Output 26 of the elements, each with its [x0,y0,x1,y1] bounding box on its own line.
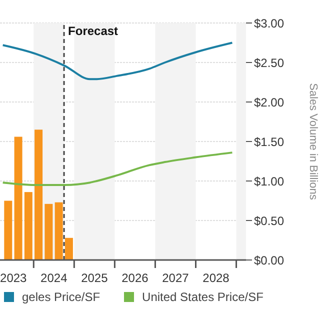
y-axis-title: Sales Volume in Billions [307,83,320,200]
y-tick-label: $3.00 [254,16,284,30]
ref-line-label: Forecast [68,24,118,38]
bar [54,202,63,260]
y-tick-label: $0.50 [254,214,284,228]
legend-label: geles Price/SF [21,290,100,304]
y-tick-label: $1.00 [254,174,284,188]
bar [14,136,22,260]
line-series [2,152,234,186]
y-tick-label: $1.50 [254,134,284,149]
legend-label: United States Price/SF [141,290,264,304]
bar [64,238,73,260]
y-tick-label: $2.50 [254,56,284,70]
x-tick-label: 2027 [162,271,190,285]
bar [44,204,53,260]
line-series [2,42,234,80]
y-tick-label: $2.00 [254,95,284,110]
x-tick-label: 2024 [40,271,68,285]
bar [34,130,43,260]
x-tick-label: 2026 [122,271,149,285]
x-tick-label: 2023 [0,271,28,285]
bar [24,192,32,260]
bar [4,200,12,260]
x-tick-label: 2025 [81,271,108,285]
y-tick-label: $0.00 [254,253,284,268]
x-tick-label: 2028 [202,271,230,285]
